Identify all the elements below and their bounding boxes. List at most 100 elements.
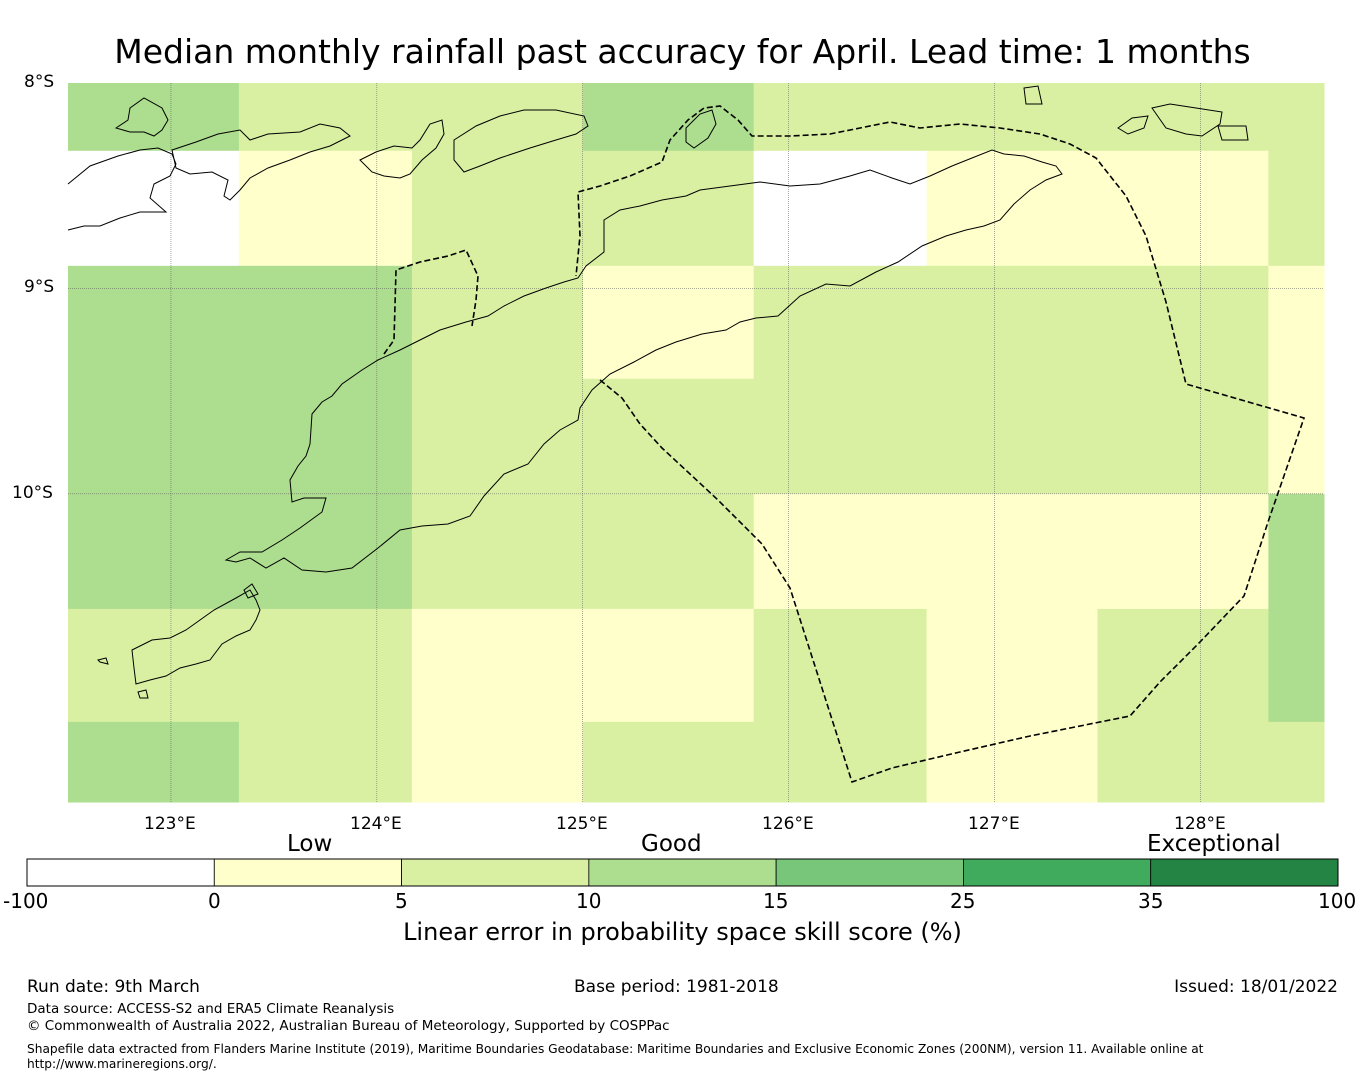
lon-label-123e: 123°E bbox=[144, 814, 196, 834]
east-island-3 bbox=[1217, 125, 1249, 141]
grid-cell bbox=[582, 721, 755, 803]
colorbar-category-low: Low bbox=[287, 831, 333, 857]
grid-cell bbox=[68, 493, 240, 610]
wetar-island bbox=[685, 109, 717, 149]
grid-cell bbox=[1268, 83, 1325, 152]
grid-cell bbox=[238, 378, 413, 495]
skill-grid bbox=[68, 83, 1325, 803]
grid-cell bbox=[68, 721, 240, 803]
eez-timor-leste bbox=[575, 105, 1306, 784]
grid-cell bbox=[926, 378, 1099, 495]
colorbar-segment bbox=[213, 858, 402, 887]
east-island-2 bbox=[1117, 115, 1149, 135]
north-island-1 bbox=[114, 97, 169, 137]
colorbar-tick-100: 100 bbox=[1318, 889, 1357, 913]
eez-oecusse bbox=[383, 249, 479, 355]
grid-cell bbox=[582, 378, 755, 495]
grid-cell bbox=[411, 493, 584, 610]
grid-cell bbox=[926, 150, 1099, 267]
grid-cell bbox=[411, 608, 584, 723]
grid-cell bbox=[1268, 608, 1325, 723]
north-island-4 bbox=[453, 109, 589, 173]
colorbar-tick-25: 25 bbox=[950, 889, 976, 913]
grid-cell bbox=[1097, 265, 1269, 380]
timor-coastline bbox=[224, 149, 1063, 573]
grid-cell bbox=[753, 150, 928, 267]
grid-cell bbox=[753, 378, 928, 495]
colorbar-segment bbox=[963, 858, 1152, 887]
grid-cell bbox=[238, 150, 413, 267]
grid-cell bbox=[753, 721, 928, 803]
colorbar-category-exceptional: Exceptional bbox=[1147, 831, 1281, 857]
colorbar-label: Linear error in probability space skill … bbox=[403, 918, 962, 946]
east-island-4 bbox=[1023, 85, 1043, 105]
colorbar-category-good: Good bbox=[641, 831, 702, 857]
grid-cell bbox=[1097, 608, 1269, 723]
grid-cell bbox=[753, 608, 928, 723]
grid-cell bbox=[582, 265, 755, 380]
grid-cell bbox=[926, 721, 1099, 803]
grid-cell bbox=[238, 83, 413, 152]
lon-label-126e: 126°E bbox=[762, 814, 814, 834]
grid-cell bbox=[411, 378, 584, 495]
grid-cell bbox=[1097, 721, 1269, 803]
data-source: Data source: ACCESS-S2 and ERA5 Climate … bbox=[27, 1001, 395, 1017]
colorbar-tick-35: 35 bbox=[1138, 889, 1164, 913]
run-date: Run date: 9th March bbox=[27, 977, 200, 997]
grid-cell bbox=[1268, 150, 1325, 267]
grid-cell bbox=[926, 83, 1099, 152]
grid-cell bbox=[238, 265, 413, 380]
grid-cell bbox=[926, 608, 1099, 723]
grid-cell bbox=[926, 493, 1099, 610]
savu-island bbox=[97, 657, 109, 665]
grid-cell bbox=[1268, 378, 1325, 495]
grid-cell bbox=[1097, 493, 1269, 610]
issued-date: Issued: 18/01/2022 bbox=[1174, 977, 1338, 997]
grid-cell bbox=[582, 150, 755, 267]
grid-cell bbox=[753, 83, 928, 152]
north-island-2 bbox=[171, 123, 351, 201]
east-island-1 bbox=[1151, 103, 1223, 137]
base-period: Base period: 1981-2018 bbox=[574, 977, 779, 997]
grid-cell bbox=[926, 265, 1099, 380]
eez-boundary bbox=[383, 105, 1306, 784]
colorbar-tick-0: 0 bbox=[208, 889, 221, 913]
grid-cell bbox=[68, 265, 240, 380]
grid-cell bbox=[68, 150, 240, 267]
shapefile-credit-line1: Shapefile data extracted from Flanders M… bbox=[27, 1042, 1204, 1056]
lon-label-125e: 125°E bbox=[556, 814, 608, 834]
grid-cell bbox=[68, 378, 240, 495]
map-title: Median monthly rainfall past accuracy fo… bbox=[114, 32, 1251, 71]
shapefile-credit-line2: http://www.marineregions.org/. bbox=[27, 1057, 217, 1071]
colorbar-tick-neg100: -100 bbox=[3, 889, 49, 913]
grid-cell bbox=[411, 150, 584, 267]
copyright: © Commonwealth of Australia 2022, Austra… bbox=[27, 1018, 670, 1034]
grid-cell bbox=[1268, 265, 1325, 380]
colorbar-tick-10: 10 bbox=[576, 889, 602, 913]
grid-cell bbox=[238, 493, 413, 610]
grid-cell bbox=[238, 608, 413, 723]
colorbar-tick-15: 15 bbox=[763, 889, 789, 913]
small-island-a bbox=[137, 689, 149, 699]
coastline bbox=[67, 85, 1249, 699]
north-island-3 bbox=[359, 119, 445, 179]
graticule bbox=[68, 83, 1324, 802]
colorbar-tick-5: 5 bbox=[395, 889, 408, 913]
lat-label-8s: 8°S bbox=[24, 72, 55, 92]
grid-cell bbox=[68, 608, 240, 723]
lon-label-127e: 127°E bbox=[968, 814, 1020, 834]
lat-label-10s: 10°S bbox=[12, 483, 53, 503]
small-island-b bbox=[243, 583, 259, 599]
grid-cell bbox=[582, 608, 755, 723]
colorbar-segment bbox=[775, 858, 964, 887]
grid-cell bbox=[411, 721, 584, 803]
grid-cell bbox=[1268, 493, 1325, 610]
lon-label-124e: 124°E bbox=[350, 814, 402, 834]
lat-label-9s: 9°S bbox=[24, 277, 55, 297]
grid-cell bbox=[1097, 150, 1269, 267]
flores-coastline bbox=[67, 147, 177, 231]
rote-coastline bbox=[131, 589, 261, 685]
colorbar-segment bbox=[588, 858, 777, 887]
